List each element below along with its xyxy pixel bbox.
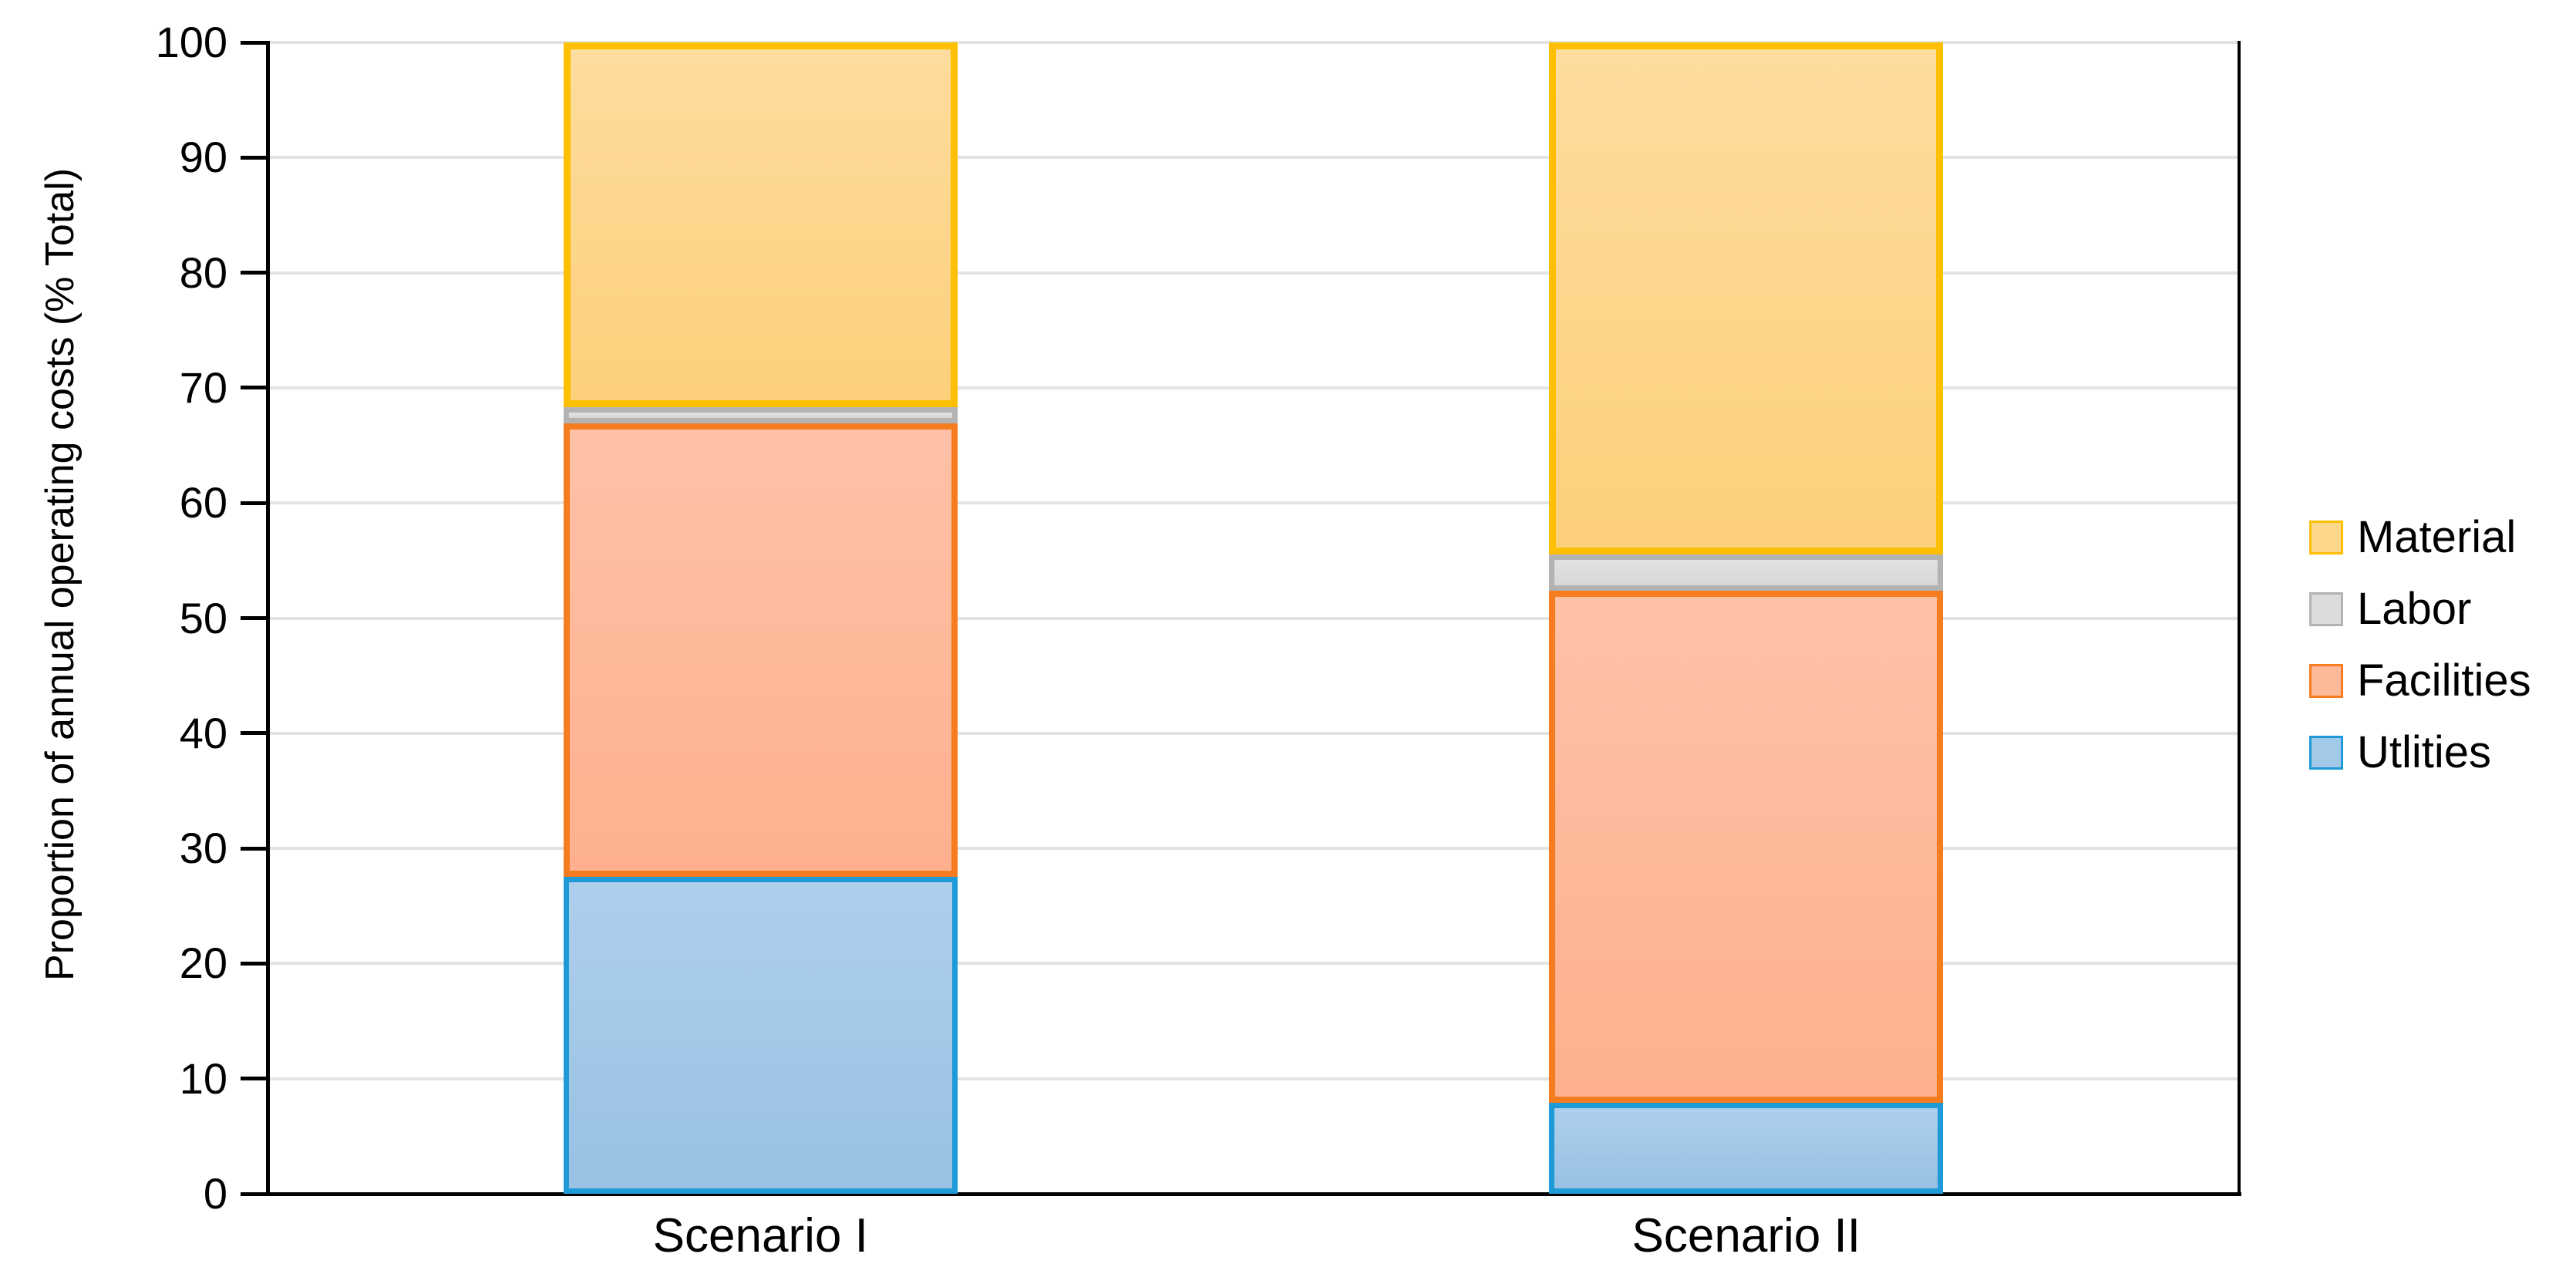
y-axis-tick [241, 846, 268, 851]
y-tick-label: 20 [179, 939, 227, 988]
bar-segment-utlities [563, 877, 958, 1194]
y-gridline [268, 616, 2239, 620]
y-tick-label: 50 [179, 593, 227, 642]
y-axis-tick [241, 1191, 268, 1196]
y-gridline [268, 41, 2239, 44]
x-category-label: Scenario I [652, 1209, 868, 1262]
y-gridline [268, 271, 2239, 275]
legend-item: Facilities [2309, 659, 2571, 709]
y-tick-label: 100 [155, 18, 227, 66]
y-axis-tick [241, 961, 268, 966]
legend-item: Utlities [2309, 727, 2571, 780]
bar-segment-utlities [1549, 1103, 1944, 1194]
bar-segment-labor [563, 407, 958, 424]
y-gridline [268, 386, 2239, 389]
bar-segment-facilities [563, 423, 958, 878]
y-axis-tick [241, 501, 268, 505]
y-gridline [268, 501, 2239, 505]
x-category-label: Scenario II [1631, 1209, 1860, 1262]
y-axis-tick [241, 386, 268, 390]
y-tick-label: 60 [179, 478, 227, 527]
legend-label-facilities: Facilities [2357, 656, 2531, 706]
bar-segment-labor [1549, 554, 1944, 591]
y-gridline [268, 1077, 2239, 1080]
legend-swatch-material [2309, 521, 2343, 554]
y-axis-tick [241, 616, 268, 620]
y-gridline [268, 962, 2239, 966]
y-axis-tick [241, 1077, 268, 1081]
legend-label-labor: Labor [2357, 584, 2472, 634]
legend-swatch-labor [2309, 592, 2343, 626]
y-tick-label: 80 [179, 248, 227, 297]
y-axis-tick [241, 40, 268, 45]
legend-swatch-facilities [2309, 664, 2343, 698]
y-axis-line [265, 41, 270, 1195]
bar-segment-facilities [1549, 590, 1944, 1104]
y-tick-label: 10 [179, 1053, 227, 1103]
legend-item: Labor [2309, 584, 2571, 637]
legend-label-material: Material [2357, 512, 2517, 562]
y-tick-label: 0 [203, 1169, 227, 1218]
plot-right-border [2238, 41, 2241, 1195]
y-tick-label: 30 [179, 824, 227, 873]
y-gridline [268, 731, 2239, 735]
y-tick-label: 70 [179, 362, 227, 412]
bar-segment-material [563, 42, 958, 408]
y-axis-tick [241, 271, 268, 275]
y-tick-label: 40 [179, 708, 227, 757]
bar-segment-material [1549, 42, 1944, 555]
y-gridline [268, 847, 2239, 851]
y-gridline [268, 156, 2239, 160]
y-tick-label: 90 [179, 133, 227, 182]
legend-label-utlities: Utlities [2357, 727, 2492, 777]
y-axis-tick [241, 731, 268, 736]
legend-item: Material [2309, 512, 2571, 565]
x-axis-line [265, 1191, 2241, 1196]
legend-swatch-utlities [2309, 736, 2343, 770]
y-axis-tick [241, 155, 268, 160]
